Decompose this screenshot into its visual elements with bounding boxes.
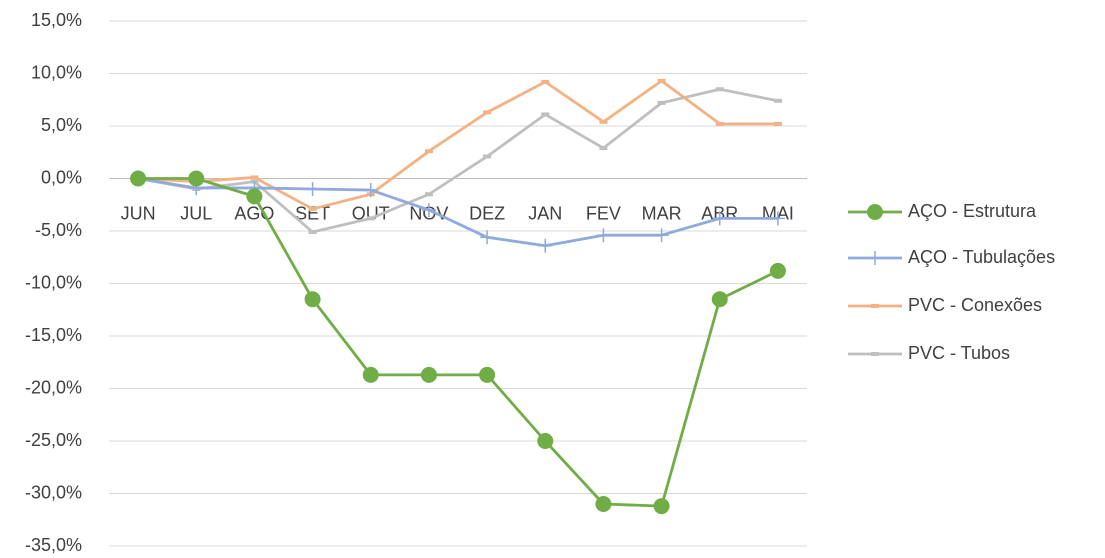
y-tick-label: 10,0% xyxy=(31,62,82,82)
y-tick-label: 15,0% xyxy=(31,10,82,30)
marker xyxy=(130,170,147,187)
legend-label: AÇO - Estrutura xyxy=(908,201,1037,221)
y-tick-label: 5,0% xyxy=(41,115,82,135)
marker xyxy=(538,238,553,253)
marker xyxy=(420,366,437,383)
y-tick-label: 0,0% xyxy=(41,167,82,187)
x-tick-label: OUT xyxy=(352,203,390,223)
marker xyxy=(537,433,554,449)
y-tick-label: -25,0% xyxy=(25,430,82,450)
series xyxy=(130,170,786,515)
legend-label: PVC - Tubos xyxy=(908,343,1010,363)
y-tick-label: -30,0% xyxy=(25,482,82,502)
x-tick-label: MAR xyxy=(642,203,682,223)
marker xyxy=(188,170,205,187)
x-tick-label: DEZ xyxy=(469,203,505,223)
marker xyxy=(868,251,882,265)
x-tick-label: SET xyxy=(295,203,330,223)
y-tick-label: -20,0% xyxy=(25,377,82,397)
marker xyxy=(363,183,378,198)
y-tick-label: -10,0% xyxy=(25,272,82,292)
marker xyxy=(596,228,611,243)
marker xyxy=(421,203,436,217)
marker xyxy=(769,262,786,279)
marker xyxy=(246,188,263,205)
y-tick-label: -5,0% xyxy=(35,220,82,240)
marker xyxy=(304,291,321,308)
marker xyxy=(595,496,612,512)
marker xyxy=(480,230,495,245)
marker xyxy=(654,228,669,243)
y-tick-label: -15,0% xyxy=(25,325,82,345)
series-line xyxy=(138,177,779,508)
series-line xyxy=(138,79,778,211)
marker xyxy=(653,498,670,515)
marker xyxy=(305,182,320,196)
x-tick-label: AGO xyxy=(234,203,274,223)
x-tick-label: JAN xyxy=(528,203,562,223)
x-tick-label: JUL xyxy=(180,203,212,223)
x-tick-label: JUN xyxy=(121,203,156,223)
marker xyxy=(362,366,379,383)
series-line xyxy=(137,87,779,234)
marker xyxy=(479,366,496,383)
y-tick-label: -35,0% xyxy=(25,535,82,555)
marker xyxy=(867,204,883,220)
x-tick-label: FEV xyxy=(586,203,621,223)
legend-label: AÇO - Tubulações xyxy=(908,247,1055,267)
legend-label: PVC - Conexões xyxy=(908,295,1042,315)
series xyxy=(134,87,782,235)
marker xyxy=(712,211,727,226)
series-line xyxy=(137,177,778,248)
marker xyxy=(770,211,785,226)
marker xyxy=(711,291,728,308)
